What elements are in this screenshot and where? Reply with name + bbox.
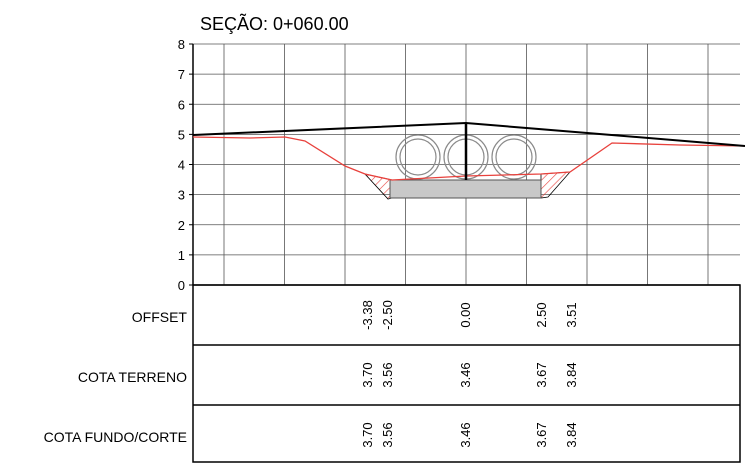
y-tick-label: 5 [178,127,185,142]
y-tick-label: 6 [178,97,185,112]
terrain-profile-line [192,136,745,181]
data-table: OFFSET COTA TERRENO COTA FUNDO/CORTE -3.… [44,284,741,463]
cell-value: -3.38 [360,300,375,330]
cell-value: 3.56 [380,362,395,387]
pipe-1-inner [399,138,437,176]
y-axis-ticks: 0 1 2 3 4 5 6 7 8 [178,37,193,293]
row-label-offset: OFFSET [132,309,188,325]
pipe-bedding-slab [389,179,542,199]
cell-value: 3.67 [534,362,549,387]
cut-hatch-left [363,173,393,200]
cell-value: 3.70 [360,362,375,387]
y-tick-label: 4 [178,158,185,173]
y-tick-label: 0 [178,278,185,293]
pipe-group [395,134,537,180]
cell-value: -2.50 [380,300,395,330]
cell-value: 2.50 [534,302,549,327]
y-tick-label: 2 [178,218,185,233]
y-tick-label: 7 [178,67,185,82]
section-title: SEÇÃO: 0+060.00 [200,13,349,34]
cut-hatch-right [540,171,571,199]
y-tick-label: 8 [178,37,185,52]
table-frame [192,284,741,463]
cell-value: 3.67 [534,422,549,447]
cell-value: 3.46 [458,362,473,387]
row-label-cota-fundo-corte: COTA FUNDO/CORTE [44,429,187,445]
pipe-1-outer [395,134,441,180]
y-tick-label: 1 [178,248,185,263]
row-label-cota-terreno: COTA TERRENO [78,369,187,385]
cell-value: 0.00 [458,302,473,327]
pipe-3-outer [491,134,537,180]
cell-value: 3.84 [564,362,579,387]
cell-value: 3.46 [458,422,473,447]
cell-value: 3.51 [564,302,579,327]
cell-value: 3.84 [564,422,579,447]
cell-value: 3.56 [380,422,395,447]
y-tick-label: 3 [178,188,185,203]
cell-value: 3.70 [360,422,375,447]
